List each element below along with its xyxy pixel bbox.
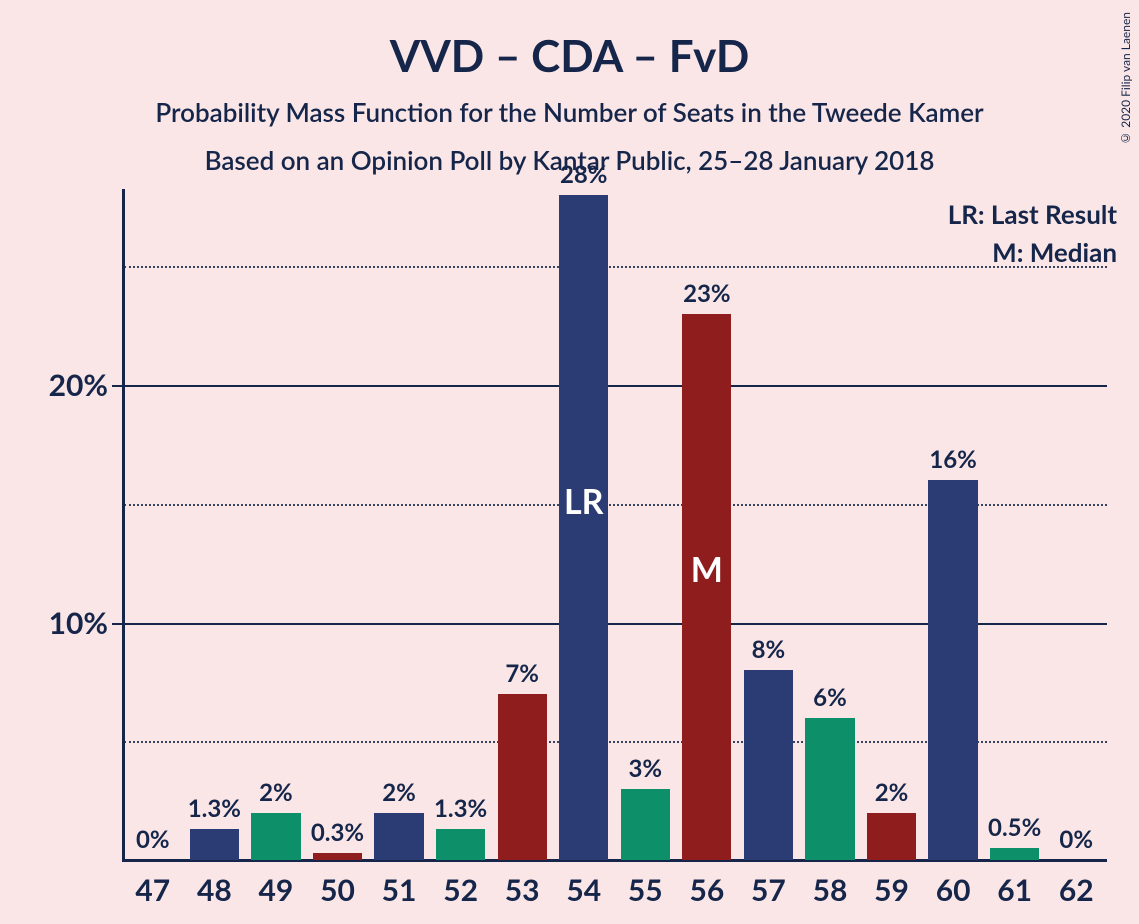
bar-value-label: 0.5% <box>988 813 1041 842</box>
bar-value-label: 2% <box>259 778 293 807</box>
bar: 2% <box>374 813 423 861</box>
bar-value-label: 28% <box>560 160 608 189</box>
x-tick-label: 55 <box>628 872 663 908</box>
x-tick-label: 49 <box>259 872 294 908</box>
bar: 2% <box>251 813 300 861</box>
x-tick-label: 53 <box>505 872 540 908</box>
copyright-label: © 2020 Filip van Laenen <box>1118 12 1133 146</box>
x-tick-label: 61 <box>997 872 1032 908</box>
x-tick-label: 54 <box>566 872 601 908</box>
x-tick-label: 57 <box>751 872 786 908</box>
bar-value-label: 2% <box>382 778 416 807</box>
x-tick-label: 48 <box>197 872 232 908</box>
x-tick-label: 51 <box>382 872 417 908</box>
bar: 0.5% <box>990 848 1039 860</box>
x-tick-label: 59 <box>874 872 909 908</box>
bar-value-label: 6% <box>813 683 847 712</box>
bar-value-label: 1.3% <box>434 794 487 823</box>
plot-area: 10%20%474849505152535455565758596061620%… <box>122 195 1107 860</box>
x-tick-label: 52 <box>443 872 478 908</box>
chart-title: VVD – CDA – FvD <box>0 30 1139 82</box>
bar-value-label: 8% <box>752 635 786 664</box>
y-tick-label: 10% <box>49 605 108 641</box>
bar-value-label: 0% <box>136 825 170 854</box>
bar: 6% <box>805 718 854 861</box>
gridline-minor <box>124 266 1107 268</box>
bar: 8% <box>744 670 793 860</box>
bar-in-label: LR <box>564 481 604 522</box>
bar: 2% <box>867 813 916 861</box>
bar: 7% <box>498 694 547 860</box>
bar: 23%M <box>682 314 731 860</box>
bar: 3% <box>621 789 670 860</box>
gridline-major <box>124 385 1107 387</box>
bar: 16% <box>928 480 977 860</box>
bar: 28%LR <box>559 195 608 860</box>
bar: 1.3% <box>190 829 239 860</box>
chart-subtitle-1: Probability Mass Function for the Number… <box>0 96 1139 128</box>
x-tick-label: 58 <box>813 872 848 908</box>
y-tick-label: 20% <box>49 367 108 403</box>
bar-value-label: 16% <box>929 445 977 474</box>
x-tick-label: 62 <box>1059 872 1094 908</box>
bar-value-label: 1.3% <box>188 794 241 823</box>
bar-value-label: 7% <box>505 659 539 688</box>
bar-value-label: 23% <box>683 279 731 308</box>
y-tick-mark <box>112 623 122 625</box>
bar-value-label: 0% <box>1059 825 1093 854</box>
y-axis-line <box>122 189 125 860</box>
bar: 0.3% <box>313 853 362 860</box>
bar: 1.3% <box>436 829 485 860</box>
x-tick-label: 47 <box>135 872 170 908</box>
y-tick-mark <box>112 385 122 387</box>
x-tick-label: 56 <box>689 872 724 908</box>
bar-in-label: M <box>691 549 723 590</box>
bar-value-label: 3% <box>628 754 662 783</box>
x-tick-label: 60 <box>936 872 971 908</box>
x-tick-label: 50 <box>320 872 355 908</box>
bar-value-label: 0.3% <box>311 818 364 847</box>
bar-value-label: 2% <box>875 778 909 807</box>
